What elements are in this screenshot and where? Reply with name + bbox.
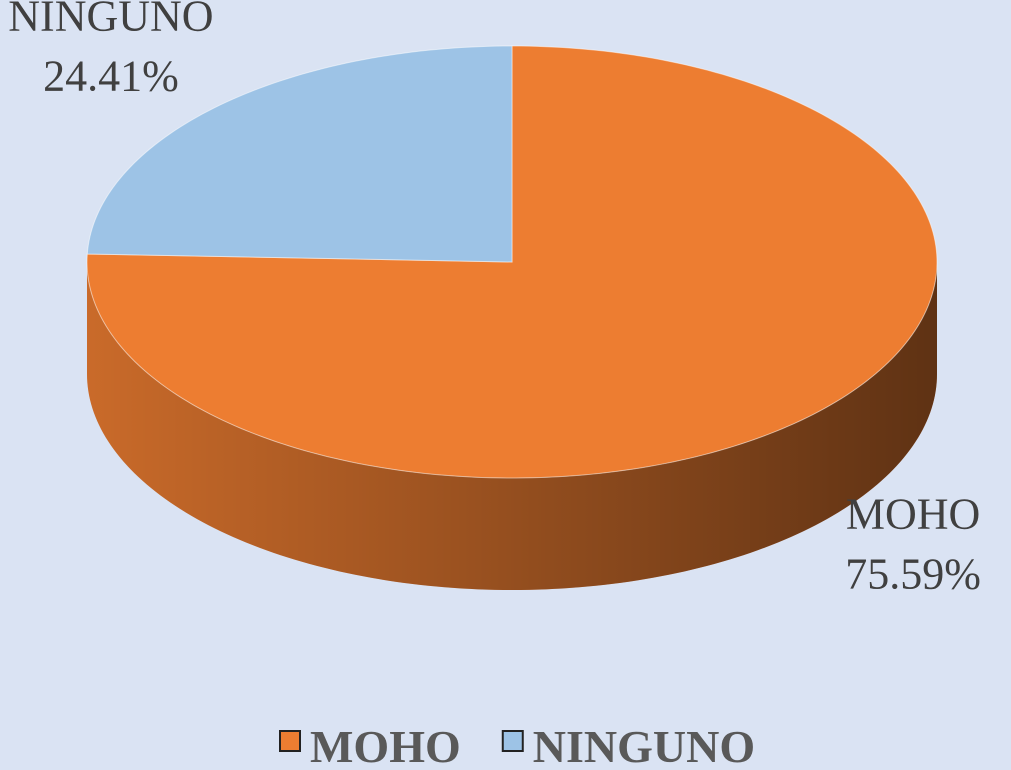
legend-label: NINGUNO <box>533 721 755 770</box>
legend-swatch <box>501 730 524 752</box>
slice <box>86 45 938 479</box>
data-label-value: 24.41% <box>43 51 179 100</box>
legend-swatch <box>279 730 301 752</box>
legend: MOHO NINGUNO <box>279 721 755 770</box>
data-label: NINGUNO 24.41% <box>8 0 213 100</box>
slice <box>86 45 513 263</box>
legend-label: MOHO <box>310 721 461 770</box>
data-label-name: MOHO <box>846 490 980 539</box>
slice-side-shade <box>87 262 937 590</box>
data-label-value: 75.59% <box>845 550 981 599</box>
data-label: MOHO 75.59% <box>845 490 981 599</box>
data-label-name: NINGUNO <box>8 0 213 40</box>
